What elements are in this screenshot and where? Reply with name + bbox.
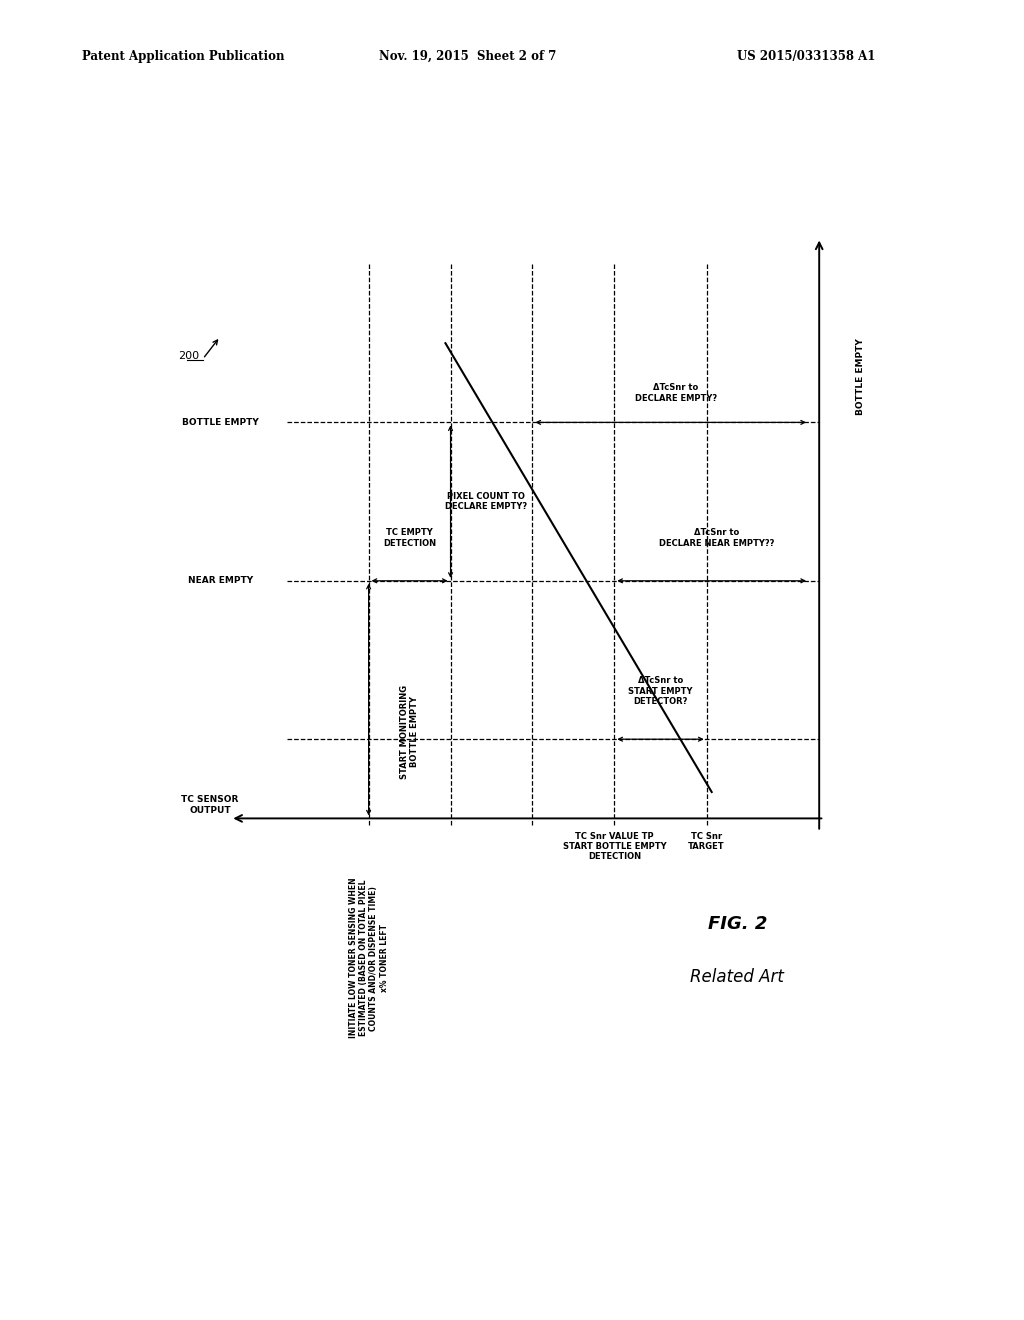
- Text: ΔTcSnr to
DECLARE NEAR EMPTY??: ΔTcSnr to DECLARE NEAR EMPTY??: [659, 528, 774, 548]
- Text: BOTTLE EMPTY: BOTTLE EMPTY: [182, 418, 258, 426]
- Text: ΔTcSnr to
DECLARE EMPTY?: ΔTcSnr to DECLARE EMPTY?: [635, 383, 717, 403]
- Text: Patent Application Publication: Patent Application Publication: [82, 50, 285, 63]
- Text: US 2015/0331358 A1: US 2015/0331358 A1: [737, 50, 876, 63]
- Text: ΔTcSnr to
START EMPTY
DETECTOR?: ΔTcSnr to START EMPTY DETECTOR?: [629, 676, 692, 706]
- Text: FIG. 2: FIG. 2: [708, 915, 767, 933]
- Text: START MONITORING
BOTTLE EMPTY: START MONITORING BOTTLE EMPTY: [400, 685, 419, 779]
- Text: PIXEL COUNT TO
DECLARE EMPTY?: PIXEL COUNT TO DECLARE EMPTY?: [445, 492, 527, 511]
- Text: TC SENSOR
OUTPUT: TC SENSOR OUTPUT: [181, 796, 239, 814]
- Text: Related Art: Related Art: [690, 968, 784, 986]
- Text: 200: 200: [178, 351, 200, 362]
- Text: TC EMPTY
DETECTION: TC EMPTY DETECTION: [383, 528, 436, 548]
- Text: TC Snr
TARGET: TC Snr TARGET: [688, 832, 725, 851]
- Text: Nov. 19, 2015  Sheet 2 of 7: Nov. 19, 2015 Sheet 2 of 7: [379, 50, 556, 63]
- Text: BOTTLE EMPTY: BOTTLE EMPTY: [856, 338, 864, 414]
- Text: NEAR EMPTY: NEAR EMPTY: [187, 577, 253, 585]
- Text: INITIATE LOW TONER SENSING WHEN
ESTIMATED (BASED ON TOTAL PIXEL
COUNTS AND/OR DI: INITIATE LOW TONER SENSING WHEN ESTIMATE…: [348, 878, 389, 1039]
- Text: TC Snr VALUE TP
START BOTTLE EMPTY
DETECTION: TC Snr VALUE TP START BOTTLE EMPTY DETEC…: [562, 832, 667, 862]
